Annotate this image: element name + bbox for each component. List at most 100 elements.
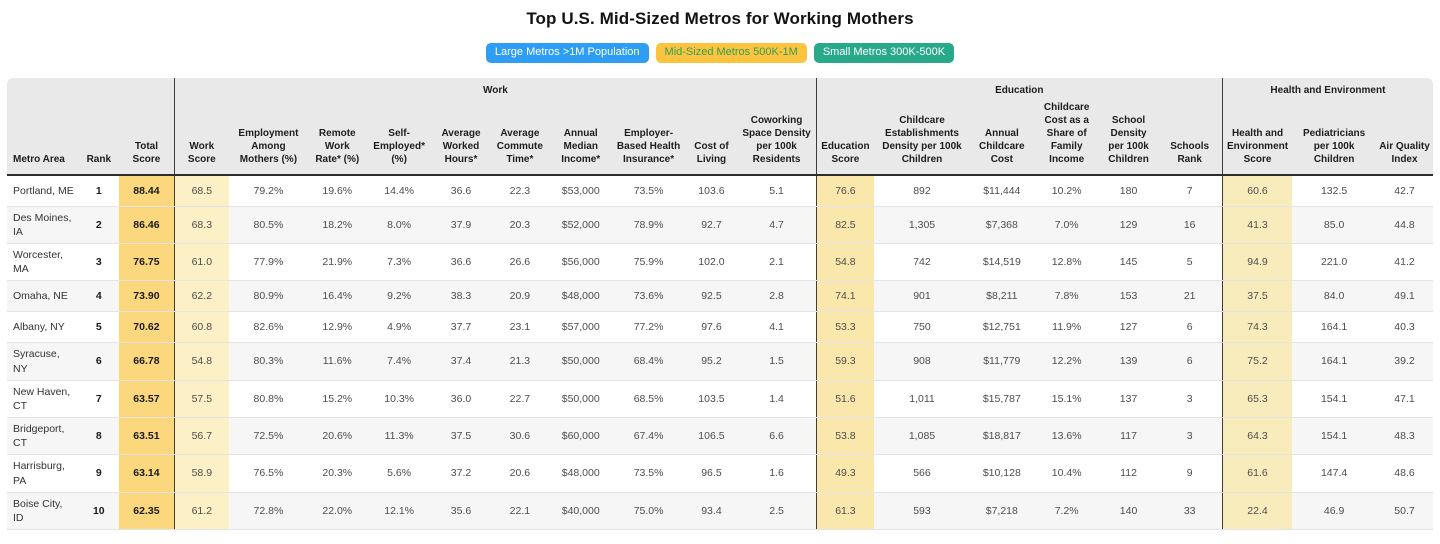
value-cell: $7,368 — [969, 206, 1034, 245]
value-cell: 41.3 — [1222, 206, 1293, 245]
value-cell: 7.4% — [366, 342, 433, 381]
value-cell: 37.2 — [432, 454, 490, 493]
column-header-health-and-environment-score: Health and Environment Score — [1222, 99, 1293, 177]
column-header-air-quality-index: Air Quality Index — [1376, 99, 1433, 177]
column-header-row: Metro Area Rank Total Score Work Score Emplo… — [7, 99, 1433, 177]
value-cell: 86.46 — [118, 206, 176, 245]
value-cell: 15.2% — [308, 380, 367, 419]
tab-large-metros[interactable]: Large Metros >1M Population — [485, 43, 649, 64]
value-cell: 63.51 — [118, 417, 176, 456]
value-cell: 9 — [1157, 454, 1223, 493]
value-cell: 65.3 — [1222, 380, 1293, 419]
value-cell: 61.2 — [174, 492, 229, 531]
value-cell: $48,000 — [549, 454, 612, 493]
tab-mid-sized-metros[interactable]: Mid-Sized Metros 500K-1M — [655, 43, 807, 64]
value-cell: 1,305 — [874, 206, 970, 245]
table-row: Syracuse, NY 6 66.78 54.8 80.3% 11.6% 7.4% 37.4… — [7, 342, 1433, 381]
value-cell: 76.5% — [228, 454, 309, 493]
value-cell: 53.3 — [816, 311, 875, 344]
column-header-education-score: Education Score — [816, 99, 875, 177]
value-cell: 145 — [1099, 243, 1158, 282]
value-cell: 54.8 — [174, 342, 229, 381]
value-cell: $56,000 — [549, 243, 612, 282]
value-cell: 10.4% — [1033, 454, 1100, 493]
value-cell: 106.5 — [685, 417, 738, 456]
value-cell: 139 — [1099, 342, 1158, 381]
value-cell: 12.8% — [1033, 243, 1100, 282]
value-cell: 103.5 — [685, 380, 738, 419]
value-cell: 8 — [78, 417, 119, 456]
value-cell: 10.3% — [366, 380, 433, 419]
value-cell: $10,128 — [969, 454, 1034, 493]
value-cell: 22.0% — [308, 492, 367, 531]
value-cell: 102.0 — [685, 243, 738, 282]
value-cell: 5 — [78, 311, 119, 344]
value-cell: 132.5 — [1292, 175, 1376, 207]
value-cell: 63.57 — [118, 380, 176, 419]
value-cell: 37.7 — [432, 311, 490, 344]
column-group-work: Work — [174, 78, 817, 100]
value-cell: 21 — [1157, 280, 1223, 313]
value-cell: 1 — [78, 175, 119, 207]
value-cell: 2.8 — [737, 280, 817, 313]
value-cell: 7 — [78, 380, 119, 419]
value-cell: 8.0% — [366, 206, 433, 245]
value-cell: 10.2% — [1033, 175, 1100, 207]
value-cell: 61.3 — [816, 492, 875, 531]
value-cell: 18.2% — [308, 206, 367, 245]
value-cell: $14,519 — [969, 243, 1034, 282]
value-cell: 39.2 — [1376, 342, 1433, 381]
table-body: Portland, ME 1 88.44 68.5 79.2% 19.6% 14.4% 36.… — [7, 175, 1433, 531]
value-cell: 4.9% — [366, 311, 433, 344]
value-cell: 20.3% — [308, 454, 367, 493]
value-cell: 566 — [874, 454, 970, 493]
table-row: Albany, NY 5 70.62 60.8 82.6% 12.9% 4.9% 37.7 23… — [7, 311, 1433, 344]
value-cell: 30.6 — [489, 417, 550, 456]
value-cell: 137 — [1099, 380, 1158, 419]
column-header-average-commute-time: Average Commute Time* — [489, 99, 550, 177]
value-cell: 68.5 — [174, 175, 229, 207]
value-cell: $11,444 — [969, 175, 1034, 207]
value-cell: 84.0 — [1292, 280, 1376, 313]
value-cell: 1.6 — [737, 454, 817, 493]
value-cell: 13.6% — [1033, 417, 1100, 456]
column-group-health-and-environment: Health and Environment — [1222, 78, 1433, 100]
value-cell: $52,000 — [549, 206, 612, 245]
value-cell: 2.5 — [737, 492, 817, 531]
value-cell: 23.1 — [489, 311, 550, 344]
value-cell: 68.4% — [611, 342, 686, 381]
value-cell: 82.5 — [816, 206, 875, 245]
value-cell: 58.9 — [174, 454, 229, 493]
value-cell: 74.1 — [816, 280, 875, 313]
value-cell: 221.0 — [1292, 243, 1376, 282]
column-header-total-score: Total Score — [118, 99, 176, 177]
value-cell: 22.1 — [489, 492, 550, 531]
value-cell: 20.6 — [489, 454, 550, 493]
value-cell: 49.3 — [816, 454, 875, 493]
value-cell: 12.9% — [308, 311, 367, 344]
value-cell: 48.3 — [1376, 417, 1433, 456]
value-cell: 80.3% — [228, 342, 309, 381]
value-cell: 742 — [874, 243, 970, 282]
value-cell: 9 — [78, 454, 119, 493]
metro-area-cell: Worcester, MA — [7, 243, 79, 282]
value-cell: 6 — [78, 342, 119, 381]
value-cell: 53.8 — [816, 417, 875, 456]
value-cell: 59.3 — [816, 342, 875, 381]
value-cell: 593 — [874, 492, 970, 531]
value-cell: 103.6 — [685, 175, 738, 207]
value-cell: 11.9% — [1033, 311, 1100, 344]
column-header-childcare-establishments-density-per-100k-children: Childcare Establishments Density per 100… — [874, 99, 970, 177]
value-cell: 21.9% — [308, 243, 367, 282]
value-cell: 66.78 — [118, 342, 176, 381]
tab-small-metros[interactable]: Small Metros 300K-500K — [813, 43, 955, 64]
table-row: Worcester, MA 3 76.75 61.0 77.9% 21.9% 7.3% 36.… — [7, 243, 1433, 282]
value-cell: 74.3 — [1222, 311, 1293, 344]
table-head: Work Education Health and Environment Metro… — [7, 78, 1433, 177]
column-group-education: Education — [816, 78, 1223, 100]
value-cell: 1.4 — [737, 380, 817, 419]
value-cell: 7.3% — [366, 243, 433, 282]
value-cell: $8,211 — [969, 280, 1034, 313]
value-cell: 61.0 — [174, 243, 229, 282]
value-cell: 2 — [78, 206, 119, 245]
